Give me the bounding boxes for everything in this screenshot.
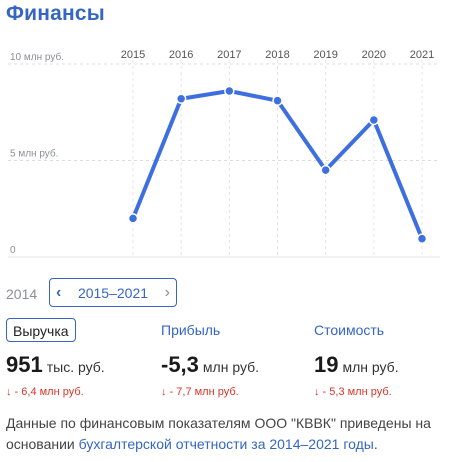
profit-delta: ↓ - 7,7 млн руб. (161, 386, 239, 398)
tab-value[interactable]: Стоимость (314, 322, 385, 338)
x-tick-label: 2017 (217, 49, 241, 61)
company-value: 19 млн руб. (314, 352, 399, 378)
profit-number: -5,3 (161, 352, 199, 377)
x-tick-label: 2019 (313, 49, 337, 61)
x-tick-label: 2016 (169, 49, 193, 61)
chart-x-labels: 2015 2016 2017 2018 2019 2020 2021 (121, 49, 434, 61)
data-point[interactable] (175, 93, 187, 104)
section-title: Финансы (6, 2, 105, 25)
chevron-left-icon[interactable]: ‹ (56, 284, 62, 301)
data-point[interactable] (272, 95, 283, 106)
footnote-text: Данные по финансовым показателям ООО "КВ… (6, 415, 431, 452)
profit-unit: млн руб. (202, 359, 260, 375)
revenue-unit: тыс. руб. (46, 359, 105, 375)
x-tick-label: 2021 (410, 49, 434, 61)
x-tick-label: 2018 (265, 49, 289, 61)
footnote-end: . (373, 436, 378, 452)
metric-revenue[interactable]: Выручка 951 тыс. руб. ↓ - 6,4 млн руб. (6, 318, 105, 398)
x-tick-label: 2020 (362, 49, 386, 61)
data-source-note: Данные по финансовым показателям ООО "КВ… (6, 413, 446, 455)
chevron-right-icon[interactable]: › (164, 284, 170, 301)
metric-profit[interactable]: Прибыль -5,3 млн руб. ↓ - 7,7 млн руб. (161, 318, 259, 398)
data-point[interactable] (127, 213, 139, 224)
revenue-delta: ↓ - 6,4 млн руб. (6, 386, 84, 398)
x-tick-label: 2015 (121, 49, 145, 61)
y-tick-label: 10 млн руб. (10, 51, 64, 63)
period-range-label: 2015–2021 (77, 285, 149, 301)
data-point[interactable] (368, 114, 380, 126)
data-point[interactable] (416, 233, 428, 244)
y-tick-label: 5 млн руб. (10, 148, 58, 160)
tab-profit[interactable]: Прибыль (161, 322, 221, 338)
y-tick-label: 0 (10, 245, 16, 256)
previous-year-link[interactable]: 2014 (6, 286, 38, 302)
metric-value[interactable]: Стоимость 19 млн руб. ↓ - 5,3 млн руб. (314, 318, 399, 398)
chart-y-labels: 10 млн руб. 5 млн руб. 0 (10, 51, 64, 256)
data-point[interactable] (320, 164, 331, 176)
tab-revenue[interactable]: Выручка (6, 318, 76, 342)
company-value-unit: млн руб. (342, 359, 399, 375)
revenue-value: 951 тыс. руб. (6, 352, 105, 378)
revenue-number: 951 (6, 352, 43, 377)
chart-grid (8, 60, 440, 258)
revenue-line-chart: 2015 2016 2017 2018 2019 2020 2021 10 млн руб.… (8, 49, 440, 258)
profit-value: -5,3 млн руб. (161, 352, 259, 378)
company-value-delta: ↓ - 5,3 млн руб. (314, 386, 392, 398)
chart-series (127, 85, 428, 244)
period-selector: 2014 ‹ 2015–2021 › (0, 278, 453, 310)
data-point[interactable] (224, 85, 235, 97)
company-value-number: 19 (314, 352, 339, 377)
accounting-report-link[interactable]: бухгалтерской отчетности за 2014–2021 го… (78, 436, 374, 452)
period-range-control: ‹ 2015–2021 › (49, 278, 177, 307)
